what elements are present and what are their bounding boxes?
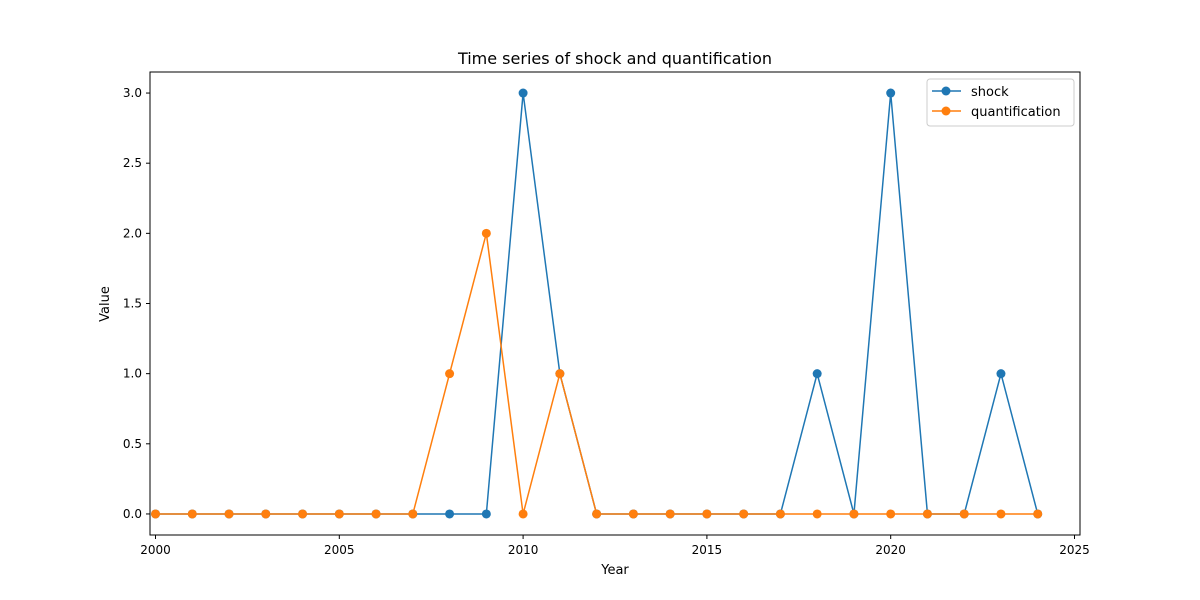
data-point-quantification (481, 228, 491, 238)
data-point-quantification (445, 369, 455, 379)
series-shock (151, 88, 1043, 519)
data-point-quantification (371, 509, 381, 519)
data-point-quantification (628, 509, 638, 519)
data-point-quantification (224, 509, 234, 519)
x-tick-label: 2000 (140, 543, 171, 557)
x-tick-label: 2010 (508, 543, 539, 557)
x-axis-ticks: 2000 2005 2010 2015 2020 2025 (140, 535, 1090, 557)
data-point-quantification (187, 509, 197, 519)
y-tick-label: 2.5 (123, 156, 142, 170)
y-tick-label: 0.5 (123, 437, 142, 451)
data-point-shock (996, 369, 1006, 379)
data-point-quantification (996, 509, 1006, 519)
data-point-quantification (922, 509, 932, 519)
y-tick-label: 3.0 (123, 86, 142, 100)
x-tick-label: 2015 (692, 543, 723, 557)
y-tick-label: 1.5 (123, 297, 142, 311)
x-tick-label: 2025 (1059, 543, 1090, 557)
data-point-quantification (702, 509, 712, 519)
x-tick-label: 2020 (875, 543, 906, 557)
data-point-quantification (739, 509, 749, 519)
legend-entry-quantification: quantification (932, 105, 1061, 120)
data-point-quantification (555, 369, 565, 379)
y-axis-ticks: 0.0 0.5 1.0 1.5 2.0 2.5 3.0 (123, 86, 150, 521)
legend-entry-shock: shock (932, 85, 1009, 100)
legend-label-quantification: quantification (971, 105, 1061, 120)
data-point-quantification (812, 509, 822, 519)
data-point-quantification (592, 509, 602, 519)
legend-marker-shock (941, 86, 951, 96)
y-tick-label: 1.0 (123, 367, 142, 381)
legend: shock quantification (926, 78, 1075, 127)
series-quantification (151, 228, 1043, 519)
data-point-shock (518, 88, 528, 98)
data-point-shock (812, 369, 822, 379)
data-point-shock (886, 88, 896, 98)
data-point-quantification (849, 509, 859, 519)
data-point-quantification (408, 509, 418, 519)
data-point-quantification (334, 509, 344, 519)
data-point-quantification (886, 509, 896, 519)
data-point-quantification (959, 509, 969, 519)
data-point-shock (445, 509, 455, 519)
data-point-shock (481, 509, 491, 519)
series-layer (151, 88, 1043, 519)
data-point-quantification (298, 509, 308, 519)
legend-box (926, 78, 1075, 127)
plot-frame (149, 71, 1081, 536)
x-axis-label: Year (600, 563, 629, 578)
data-point-quantification (665, 509, 675, 519)
x-tick-label: 2005 (324, 543, 355, 557)
data-point-quantification (775, 509, 785, 519)
y-tick-label: 2.0 (123, 226, 142, 240)
legend-marker-quantification (941, 106, 951, 116)
y-axis-label: Value (98, 286, 113, 322)
series-line-shock (155, 92, 1039, 515)
chart-title: Time series of shock and quantification (457, 49, 772, 68)
series-line-quantification (155, 232, 1038, 515)
data-point-quantification (1033, 509, 1043, 519)
legend-label-shock: shock (971, 85, 1009, 100)
data-point-quantification (518, 509, 528, 519)
data-point-quantification (151, 509, 161, 519)
y-tick-label: 0.0 (123, 507, 142, 521)
data-point-quantification (261, 509, 271, 519)
